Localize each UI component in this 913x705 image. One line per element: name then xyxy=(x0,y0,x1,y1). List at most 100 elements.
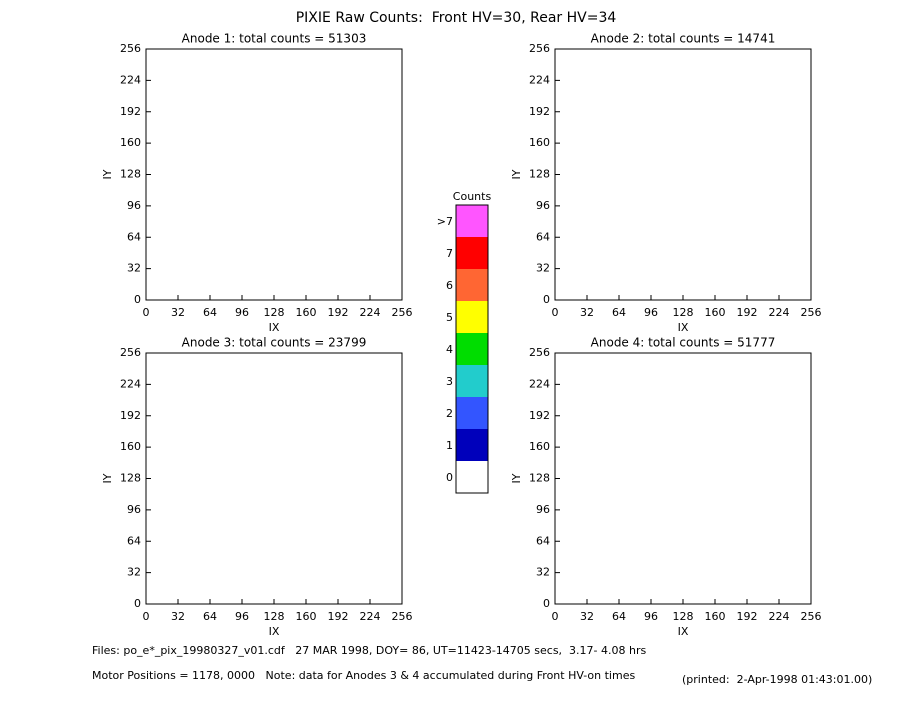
x-tick-label: 256 xyxy=(801,306,822,319)
x-tick-label: 224 xyxy=(769,610,790,623)
y-tick-label: 128 xyxy=(529,472,550,485)
y-tick-label: 192 xyxy=(120,409,141,422)
y-tick-label: 64 xyxy=(536,534,550,547)
x-tick-label: 64 xyxy=(203,306,217,319)
y-tick-label: 192 xyxy=(120,105,141,118)
y-tick-label: 192 xyxy=(529,105,550,118)
panel-title: Anode 4: total counts = 51777 xyxy=(591,336,776,350)
y-tick-label: 64 xyxy=(127,534,141,547)
colorbar-title: Counts xyxy=(453,190,492,203)
x-tick-label: 32 xyxy=(171,306,185,319)
x-tick-label: 224 xyxy=(360,610,381,623)
y-tick-label: 64 xyxy=(127,230,141,243)
x-tick-label: 96 xyxy=(644,306,658,319)
x-tick-label: 64 xyxy=(612,610,626,623)
colorbar-label: 1 xyxy=(446,439,453,452)
y-tick-label: 32 xyxy=(536,262,550,275)
y-tick-label: 0 xyxy=(543,597,550,610)
colorbar-swatch xyxy=(456,333,488,365)
y-tick-label: 32 xyxy=(127,566,141,579)
y-tick-label: 224 xyxy=(120,73,141,86)
colorbar-swatch xyxy=(456,461,488,493)
plot-frame xyxy=(554,352,812,605)
x-tick-label: 128 xyxy=(673,610,694,623)
colorbar-swatch xyxy=(456,301,488,333)
x-tick-label: 256 xyxy=(392,610,413,623)
y-tick-label: 256 xyxy=(120,346,141,359)
x-axis-label: IX xyxy=(678,321,689,334)
x-tick-label: 0 xyxy=(552,610,559,623)
colorbar-label: 5 xyxy=(446,311,453,324)
colorbar-swatch xyxy=(456,429,488,461)
y-tick-label: 192 xyxy=(529,409,550,422)
y-tick-label: 96 xyxy=(536,199,550,212)
footer-motor: Motor Positions = 1178, 0000 Note: data … xyxy=(92,669,635,682)
x-axis-label: IX xyxy=(678,625,689,638)
x-tick-label: 192 xyxy=(328,610,349,623)
y-tick-label: 32 xyxy=(127,262,141,275)
y-tick-label: 32 xyxy=(536,566,550,579)
plot-frame xyxy=(145,48,403,301)
colorbar-label: 6 xyxy=(446,279,453,292)
x-tick-label: 256 xyxy=(801,610,822,623)
x-tick-label: 96 xyxy=(235,306,249,319)
colorbar-label: 7 xyxy=(446,247,453,260)
plot-frame xyxy=(145,352,403,605)
y-tick-label: 256 xyxy=(120,42,141,55)
panel-title: Anode 1: total counts = 51303 xyxy=(182,32,367,46)
x-tick-label: 0 xyxy=(143,610,150,623)
x-tick-label: 128 xyxy=(264,610,285,623)
y-tick-label: 0 xyxy=(134,293,141,306)
page-title: PIXIE Raw Counts: Front HV=30, Rear HV=3… xyxy=(296,10,617,26)
x-tick-label: 0 xyxy=(143,306,150,319)
colorbar-label: 2 xyxy=(446,407,453,420)
colorbar-label: >7 xyxy=(437,215,453,228)
y-tick-label: 96 xyxy=(536,503,550,516)
y-tick-label: 128 xyxy=(120,168,141,181)
footer-files: Files: po_e*_pix_19980327_v01.cdf 27 MAR… xyxy=(92,644,646,657)
x-axis-label: IX xyxy=(269,625,280,638)
y-axis-label: IY xyxy=(101,169,114,179)
colorbar-label: 4 xyxy=(446,343,453,356)
x-tick-label: 224 xyxy=(769,306,790,319)
y-tick-label: 224 xyxy=(529,377,550,390)
y-tick-label: 128 xyxy=(529,168,550,181)
y-tick-label: 160 xyxy=(120,440,141,453)
y-tick-label: 128 xyxy=(120,472,141,485)
x-tick-label: 96 xyxy=(235,610,249,623)
panel-title: Anode 2: total counts = 14741 xyxy=(591,32,776,46)
y-tick-label: 256 xyxy=(529,346,550,359)
x-tick-label: 160 xyxy=(705,306,726,319)
y-axis-label: IY xyxy=(510,473,523,483)
x-axis-label: IX xyxy=(269,321,280,334)
x-tick-label: 160 xyxy=(296,306,317,319)
y-tick-label: 0 xyxy=(543,293,550,306)
x-tick-label: 64 xyxy=(612,306,626,319)
x-tick-label: 192 xyxy=(328,306,349,319)
y-tick-label: 96 xyxy=(127,199,141,212)
y-tick-label: 224 xyxy=(120,377,141,390)
colorbar-swatch xyxy=(456,237,488,269)
x-tick-label: 96 xyxy=(644,610,658,623)
y-axis-label: IY xyxy=(101,473,114,483)
footer-printed: (printed: 2-Apr-1998 01:43:01.00) xyxy=(682,673,872,686)
x-tick-label: 192 xyxy=(737,306,758,319)
x-tick-label: 32 xyxy=(580,610,594,623)
x-tick-label: 160 xyxy=(296,610,317,623)
colorbar-swatch xyxy=(456,397,488,429)
y-axis-label: IY xyxy=(510,169,523,179)
x-tick-label: 128 xyxy=(264,306,285,319)
y-tick-label: 160 xyxy=(120,136,141,149)
x-tick-label: 224 xyxy=(360,306,381,319)
y-tick-label: 64 xyxy=(536,230,550,243)
y-tick-label: 96 xyxy=(127,503,141,516)
colorbar-swatch xyxy=(456,205,488,237)
colorbar-label: 3 xyxy=(446,375,453,388)
y-tick-label: 160 xyxy=(529,440,550,453)
colorbar-swatch xyxy=(456,269,488,301)
y-tick-label: 160 xyxy=(529,136,550,149)
colorbar-frame xyxy=(455,204,489,494)
x-tick-label: 256 xyxy=(392,306,413,319)
plot-frame xyxy=(554,48,812,301)
